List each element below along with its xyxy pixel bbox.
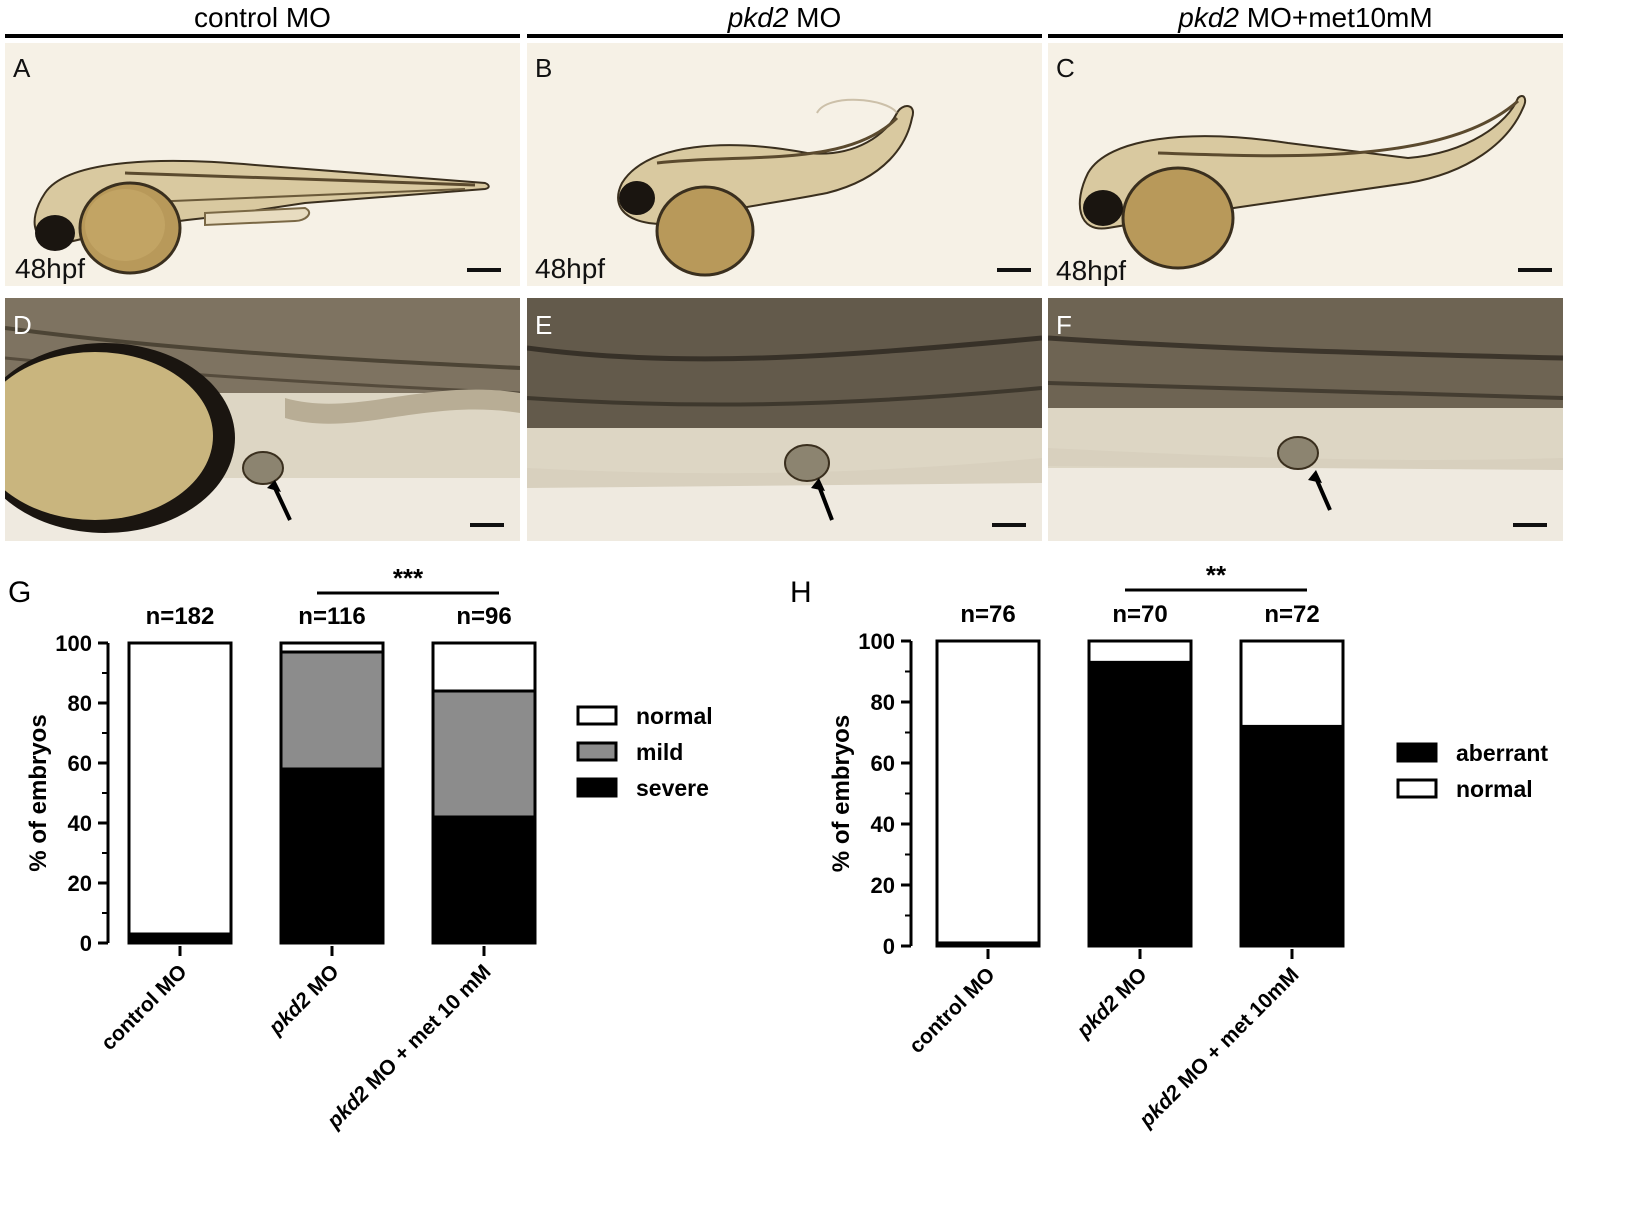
bar-segment-normal [431, 641, 537, 693]
panel-letter: C [1056, 53, 1075, 83]
column-rule [5, 34, 520, 38]
x-tick-label: pkd2 MO [1072, 963, 1152, 1043]
y-axis-label: % of embryos [25, 714, 52, 871]
legend-label: normal [636, 703, 713, 729]
scale-bar [1518, 268, 1552, 272]
column-header-text: control MO [194, 2, 331, 33]
scale-bar [997, 268, 1031, 272]
bar-segment-mild [279, 650, 385, 771]
bar-segment-normal [279, 641, 385, 654]
legend-label: mild [636, 739, 683, 765]
legend-swatch-severe [576, 777, 618, 798]
closeup-pkd2-image [527, 298, 1042, 541]
x-tick-label: pkd2 MO + met 10mM [1134, 963, 1303, 1132]
panel-b-photo: B 48hpf [527, 43, 1042, 286]
bar-segment-aberrant [1087, 660, 1193, 948]
column-header-label: MO+met10mM [1239, 2, 1433, 33]
closeup-rescued-image [1048, 298, 1563, 541]
x-tick-label: control MO [905, 963, 1000, 1058]
legend-label: normal [1456, 776, 1533, 802]
legend-label: aberrant [1456, 740, 1548, 766]
y-tick-label: 60 [68, 751, 92, 776]
n-label: n=182 [146, 603, 215, 630]
panel-e-photo: E [527, 298, 1042, 541]
legend-swatch-normal [1396, 778, 1438, 799]
bar-segment-normal [1087, 639, 1193, 664]
scale-bar [1513, 523, 1547, 527]
y-tick-label: 20 [68, 871, 92, 896]
panel-letter: G [8, 576, 32, 609]
panel-letter: A [13, 53, 31, 83]
column-header-label: MO [788, 2, 842, 33]
stage-label: 48hpf [1056, 255, 1127, 286]
panel-letter: B [535, 53, 553, 83]
column-header-text: pkd2 MO [728, 2, 842, 33]
y-tick-label: 80 [871, 690, 895, 715]
y-tick-label: 40 [871, 812, 895, 837]
panel-letter: E [535, 310, 553, 340]
category-rest: MO + met 10mM [1170, 963, 1304, 1097]
scale-bar [992, 523, 1026, 527]
panel-c-photo: C 48hpf [1048, 43, 1563, 286]
bar-segment-severe [431, 815, 537, 945]
panel-letter: D [13, 310, 32, 340]
n-label: n=116 [298, 603, 365, 630]
chart-g: 0 20 40 60 80 100 % of embryos n=182 control MO n… [25, 563, 713, 1134]
y-tick-label: 40 [68, 811, 92, 836]
embryo-rescued-image [1078, 95, 1527, 270]
bar-segment-aberrant [1239, 724, 1345, 948]
panel-letter: F [1056, 310, 1072, 340]
scale-bar [470, 523, 504, 527]
stage-label: 48hpf [535, 253, 606, 284]
bar-segment-normal [1239, 639, 1345, 728]
column-rule [1048, 34, 1563, 38]
y-tick-label: 100 [55, 631, 92, 656]
column-header-pkd2-met: pkd2 MO+met10mM [1048, 0, 1563, 40]
significance-label: ** [1206, 560, 1227, 590]
n-label: n=76 [960, 601, 1015, 628]
column-header-text: pkd2 MO+met10mM [1178, 2, 1432, 33]
bar-segment-severe [279, 767, 385, 945]
stage-label: 48hpf [15, 253, 86, 284]
gene-name: pkd2 [727, 2, 789, 33]
bar-segment-normal [935, 639, 1041, 945]
y-tick-label: 100 [858, 629, 895, 654]
embryo-straight-image [33, 159, 490, 275]
category-rest: MO + met 10 mM [358, 960, 496, 1098]
panel-letter: H [790, 576, 812, 609]
y-tick-label: 0 [80, 931, 92, 956]
legend-label: severe [636, 775, 709, 801]
chart-h: 0 20 40 60 80 100 % of embryos n=76 control MO n=… [828, 560, 1548, 1133]
column-header-pkd2: pkd2 MO [527, 0, 1042, 40]
y-tick-label: 20 [871, 873, 895, 898]
panel-a-photo: A 48hpf [5, 43, 520, 286]
legend-swatch-aberrant [1396, 742, 1438, 763]
n-label: n=96 [456, 603, 511, 630]
embryo-curled-image [617, 98, 914, 277]
panel-f-photo: F [1048, 298, 1563, 541]
legend-swatch-normal [576, 705, 618, 726]
column-header-control: control MO [5, 0, 520, 40]
y-axis-label: % of embryos [828, 715, 855, 872]
n-label: n=70 [1112, 601, 1167, 628]
closeup-control-image [5, 298, 520, 541]
x-tick-label: pkd2 MO [264, 960, 344, 1040]
y-tick-label: 0 [883, 934, 895, 959]
scale-bar [467, 268, 501, 272]
x-tick-label: control MO [97, 960, 192, 1055]
n-label: n=72 [1264, 601, 1319, 628]
gene-name: pkd2 [1178, 2, 1239, 33]
column-header-label: control MO [194, 2, 331, 33]
bar-segment-mild [431, 689, 537, 819]
legend-swatch-mild [576, 741, 618, 762]
significance-label: *** [393, 563, 424, 593]
x-tick-label: pkd2 MO + met 10 mM [322, 960, 495, 1133]
y-tick-label: 60 [871, 751, 895, 776]
y-tick-label: 80 [68, 691, 92, 716]
panel-d-photo: D [5, 298, 520, 541]
column-rule [527, 34, 1042, 38]
bar-segment-normal [127, 641, 233, 936]
